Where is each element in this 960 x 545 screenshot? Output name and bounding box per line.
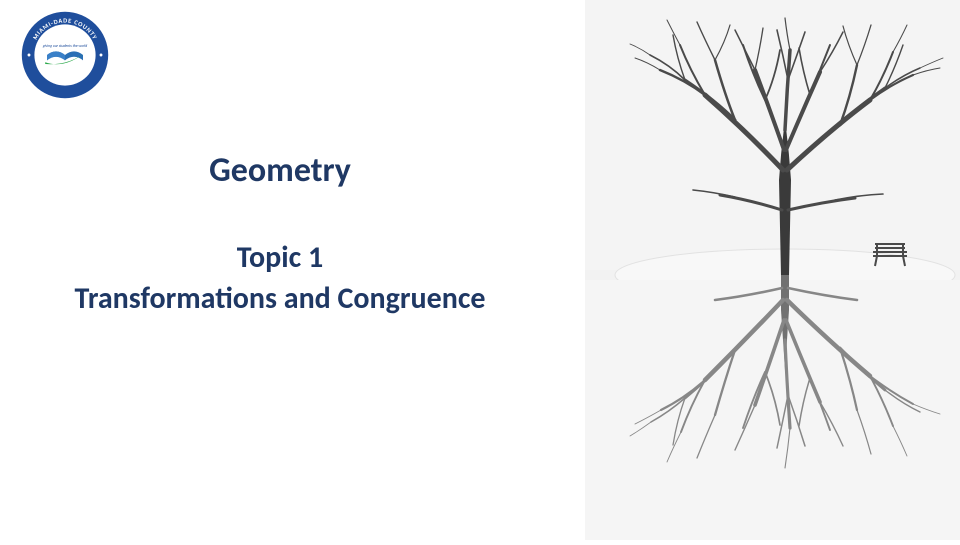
logo-svg: MIAMI-DADE COUNTY PUBLIC SCHOOLS giving … — [20, 10, 110, 100]
logo-tagline: giving our students the world — [42, 44, 88, 49]
tree-svg — [585, 0, 960, 540]
slide-text-block: Geometry Topic 1 Transformations and Con… — [0, 150, 560, 317]
tree-reflection-illustration — [585, 0, 960, 540]
topic-name: Transformations and Congruence — [0, 280, 560, 317]
topic-number: Topic 1 — [0, 239, 560, 276]
school-district-logo: MIAMI-DADE COUNTY PUBLIC SCHOOLS giving … — [20, 10, 110, 100]
slide-title: Geometry — [0, 150, 560, 191]
